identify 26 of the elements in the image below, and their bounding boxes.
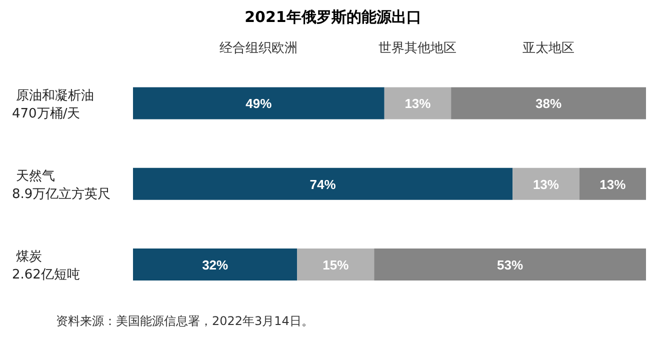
bar [374, 248, 646, 281]
bar [133, 87, 384, 120]
text: 资料来源：美国能源信息署，2022年3月14日。 [56, 313, 314, 330]
data-label: 38% [536, 96, 562, 112]
y-tick-label: 天然气 8.9万亿立方英尺 [12, 169, 111, 202]
data-label: 53% [497, 258, 524, 273]
bar [133, 168, 513, 200]
text: 世界其他地区 [378, 40, 457, 57]
data-label: 49% [246, 96, 272, 112]
bar [384, 87, 452, 120]
bar [133, 248, 298, 281]
y-tick-label: 原油和凝析油 470万桶/天 [12, 88, 94, 122]
bar [451, 87, 646, 120]
bar [512, 168, 580, 200]
data-label: 13% [404, 96, 432, 112]
data-label: 15% [322, 258, 350, 273]
data-label: 74% [310, 176, 336, 192]
data-label: 32% [202, 258, 229, 273]
data-label: 13% [532, 176, 560, 192]
bar [579, 168, 646, 200]
bar [297, 248, 374, 281]
text: 亚太地区 [522, 40, 575, 57]
chart-title: 2021年俄罗斯的能源出口 [244, 8, 422, 27]
data-label: 13% [600, 176, 626, 192]
y-tick-label: 煤炭 2.62亿短吨 [12, 250, 80, 283]
text: 经合组织欧洲 [220, 40, 298, 57]
